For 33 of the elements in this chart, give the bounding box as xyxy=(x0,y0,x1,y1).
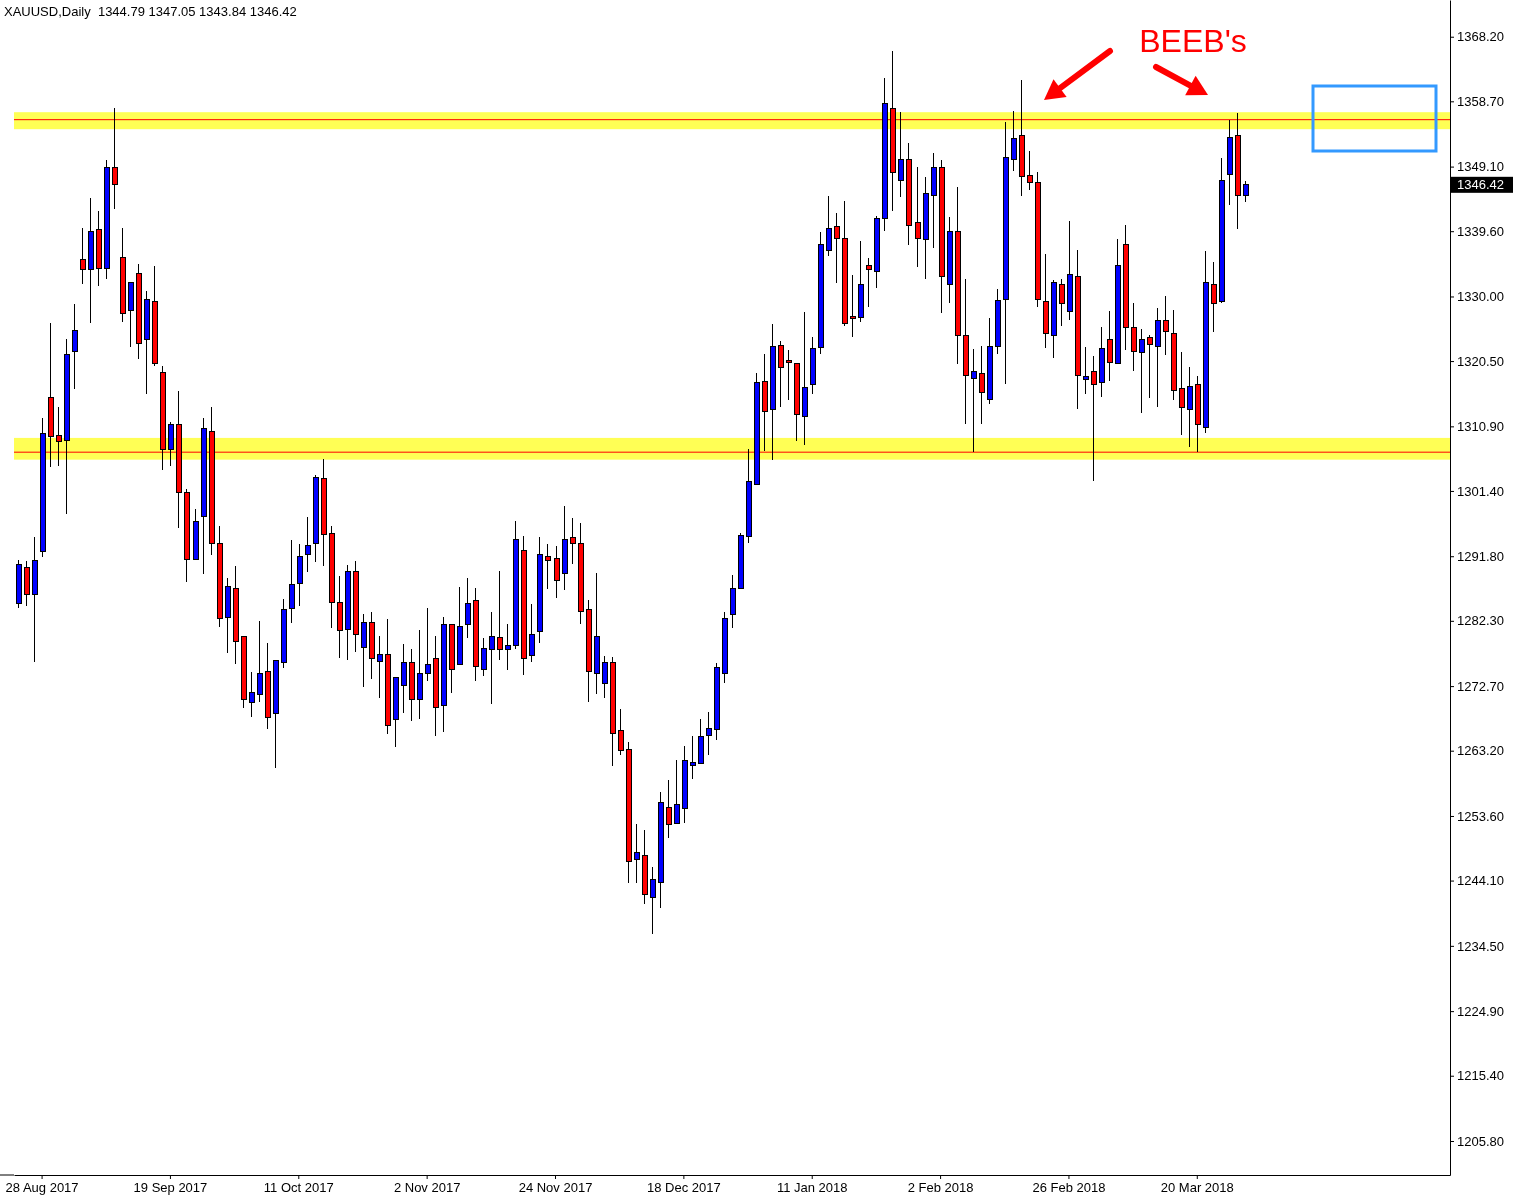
y-tick-label: 1310.90 xyxy=(1457,419,1504,435)
y-tick-label: 1234.50 xyxy=(1457,938,1504,954)
candlestick xyxy=(304,516,311,573)
y-tick-label: 1339.60 xyxy=(1457,223,1504,239)
x-tick-label: 2 Nov 2017 xyxy=(393,1180,461,1196)
x-tick-label: 18 Dec 2017 xyxy=(647,1180,721,1196)
x-tick-label: 11 Jan 2018 xyxy=(776,1180,848,1196)
y-tick-label: 1263.20 xyxy=(1457,743,1504,759)
price-tag: 1346.42 xyxy=(1451,176,1513,193)
x-tick-label: 26 Feb 2018 xyxy=(1032,1180,1106,1196)
y-tick-label: 1205.80 xyxy=(1457,1133,1504,1149)
chart-title: XAUUSD,Daily 1344.79 1347.05 1343.84 1346.42 xyxy=(4,4,297,19)
x-tick-label: 11 Oct 2017 xyxy=(263,1180,334,1196)
annotation: BEEB's xyxy=(1139,23,1247,59)
y-tick-label: 1368.20 xyxy=(1457,29,1504,45)
y-tick-label: 1301.40 xyxy=(1457,483,1504,499)
y-tick-label: 1244.10 xyxy=(1457,873,1504,889)
y-tick-label: 1253.60 xyxy=(1457,808,1504,824)
y-tick-label: 1215.40 xyxy=(1457,1068,1504,1084)
y-tick-label: 1282.30 xyxy=(1457,613,1504,629)
y-tick-label: 1330.00 xyxy=(1457,289,1504,305)
x-tick-label: 28 Aug 2017 xyxy=(5,1180,79,1196)
y-tick-label: 1291.80 xyxy=(1457,548,1504,564)
y-tick-label: 1224.90 xyxy=(1457,1003,1504,1019)
x-tick-label: 20 Mar 2018 xyxy=(1160,1180,1234,1196)
y-tick-label: 1358.70 xyxy=(1457,93,1504,109)
y-tick-label: 1349.10 xyxy=(1457,159,1504,175)
x-tick-label: 24 Nov 2017 xyxy=(518,1180,593,1196)
x-tick-label: 2 Feb 2018 xyxy=(907,1180,974,1196)
y-tick-label: 1272.70 xyxy=(1457,678,1504,694)
x-tick-label: 19 Sep 2017 xyxy=(133,1180,208,1196)
candlestick xyxy=(71,303,78,390)
y-tick-label: 1320.50 xyxy=(1457,353,1504,369)
